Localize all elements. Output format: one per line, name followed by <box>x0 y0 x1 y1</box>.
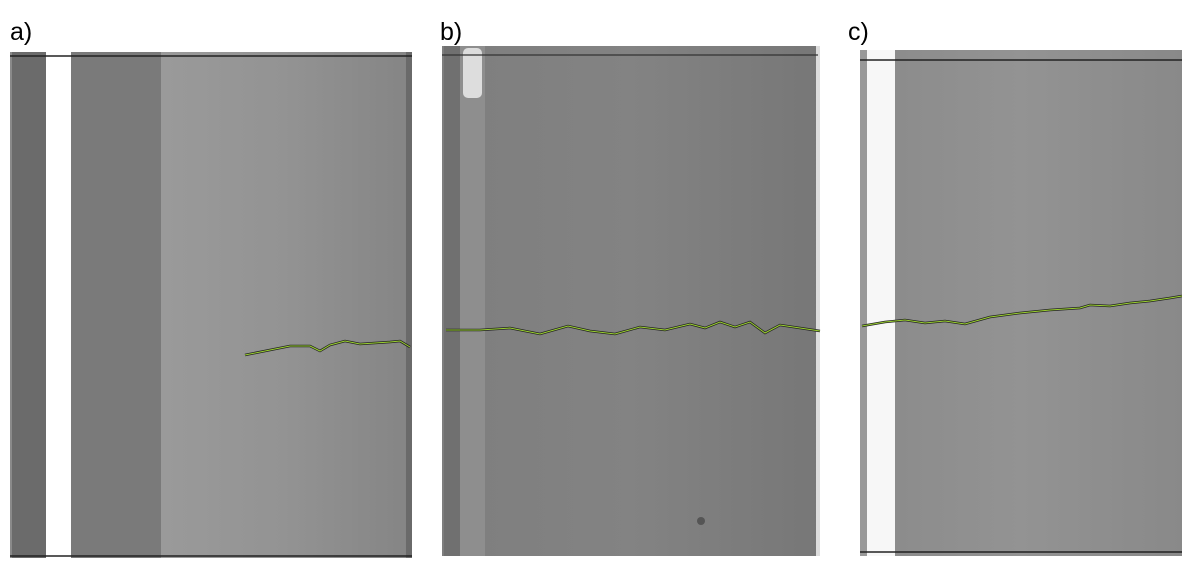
panel-b-image <box>442 46 821 556</box>
panel-a-image <box>10 52 412 558</box>
panel-c-image <box>860 50 1182 556</box>
panel-label: c) <box>848 18 869 46</box>
panel-label: a) <box>10 18 32 46</box>
panel-label: b) <box>440 18 462 46</box>
